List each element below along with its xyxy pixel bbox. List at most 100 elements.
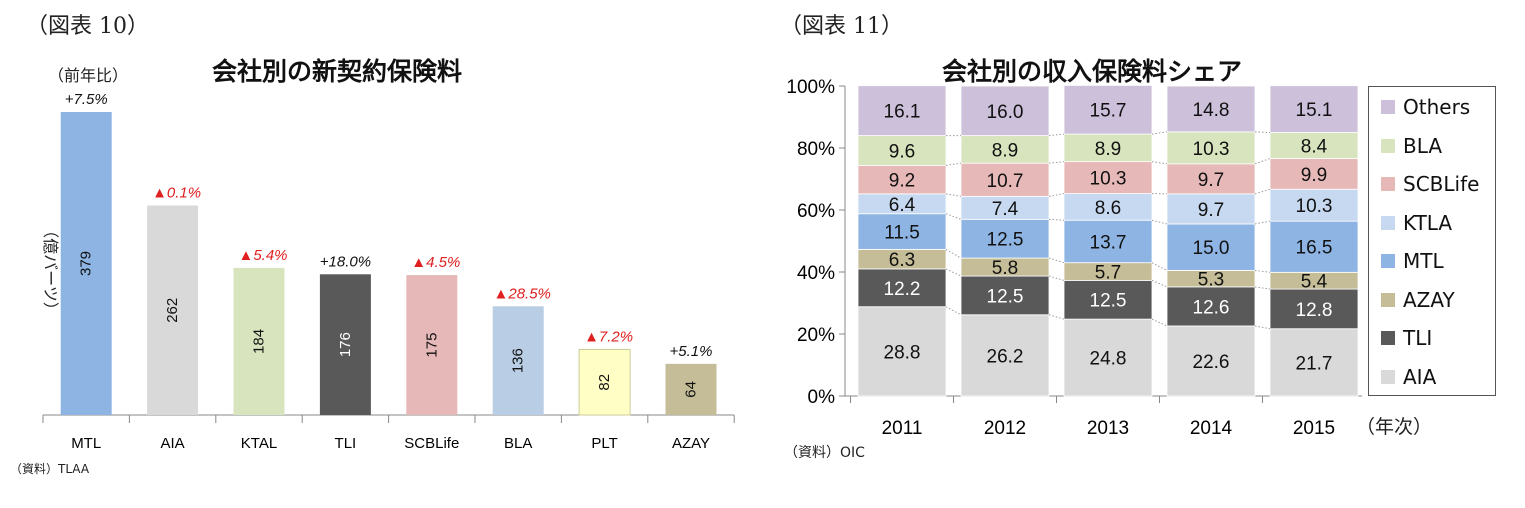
segment-mtl bbox=[1269, 220, 1359, 273]
segment-value-label: 16.0 bbox=[987, 102, 1024, 123]
segment-value-label: 9.9 bbox=[1301, 165, 1327, 186]
source-note-oic: （資料）OIC bbox=[784, 445, 865, 461]
growth-rate-label: +18.0% bbox=[320, 253, 371, 270]
segment-value-label: 7.4 bbox=[992, 199, 1019, 220]
segment-others bbox=[1166, 85, 1256, 133]
series-connector bbox=[945, 248, 962, 259]
growth-rate-label: +5.1% bbox=[670, 343, 713, 360]
legend-swatch bbox=[1381, 292, 1395, 307]
segment-value-label: 10.3 bbox=[1296, 196, 1333, 217]
legend-label: AZAY bbox=[1403, 287, 1455, 312]
segment-mtl bbox=[857, 213, 947, 250]
segment-value-label: 12.5 bbox=[987, 230, 1024, 251]
legend-swatch bbox=[1381, 254, 1395, 268]
y-tick-label: 40% bbox=[797, 263, 835, 284]
segment-value-label: 28.8 bbox=[884, 342, 921, 363]
segment-tli bbox=[1063, 279, 1153, 320]
x-tick-label: MTL bbox=[71, 435, 101, 452]
segment-value-label: 24.8 bbox=[1090, 349, 1127, 370]
segment-value-label: 12.8 bbox=[1296, 300, 1333, 321]
legend: Others BLA SCBLife KTLA MTL AZAY TLI AIA bbox=[1368, 86, 1496, 396]
series-connector bbox=[1151, 161, 1168, 165]
x-tick-label: BLA bbox=[504, 435, 532, 452]
bar-aia bbox=[147, 205, 199, 415]
series-connector bbox=[945, 193, 962, 197]
x-tick-label: KTAL bbox=[241, 435, 277, 452]
growth-rate-label: +7.5% bbox=[65, 91, 108, 108]
segment-value-label: 8.4 bbox=[1301, 137, 1328, 158]
segment-others bbox=[1269, 85, 1359, 133]
segment-others bbox=[857, 85, 947, 137]
legend-item-azay: AZAY bbox=[1381, 286, 1455, 314]
segment-scblife bbox=[1063, 161, 1153, 194]
bar-bla bbox=[492, 306, 544, 415]
series-connector bbox=[1048, 275, 1065, 281]
series-connector bbox=[1151, 262, 1168, 271]
segment-aia bbox=[857, 306, 947, 397]
segment-ktla bbox=[1269, 188, 1359, 222]
segment-value-label: 10.3 bbox=[1193, 139, 1230, 160]
y-tick-label: 0% bbox=[808, 387, 836, 408]
legend-swatch bbox=[1381, 177, 1395, 191]
series-connector bbox=[1151, 131, 1168, 135]
legend-label: TLI bbox=[1403, 326, 1433, 350]
legend-item-scblife: SCBLife bbox=[1381, 170, 1479, 198]
y-tick-label: 60% bbox=[797, 201, 835, 222]
segment-value-label: 12.2 bbox=[884, 279, 921, 300]
segment-value-label: 9.6 bbox=[889, 141, 915, 162]
growth-rate-label: ▲28.5% bbox=[494, 285, 551, 302]
segment-value-label: 26.2 bbox=[987, 346, 1024, 367]
series-connector bbox=[1254, 158, 1271, 165]
series-connector bbox=[945, 213, 962, 220]
bar-azay bbox=[665, 363, 717, 415]
x-tick-label: AZAY bbox=[672, 435, 710, 452]
series-connector bbox=[1254, 286, 1271, 290]
legend-label: MTL bbox=[1403, 249, 1444, 273]
segment-value-label: 5.8 bbox=[992, 258, 1018, 279]
chart-title-premium-share: 会社別の収入保険料シェア bbox=[942, 57, 1243, 86]
segment-bla bbox=[960, 135, 1050, 164]
y-tick-label: 20% bbox=[797, 325, 835, 346]
legend-swatch bbox=[1381, 331, 1395, 345]
series-connector bbox=[945, 306, 962, 316]
bar-value-label: 136 bbox=[510, 348, 527, 373]
x-tick-label: 2014 bbox=[1190, 418, 1233, 439]
growth-rate-label: ▲5.4% bbox=[238, 247, 287, 264]
series-connector bbox=[1048, 161, 1065, 164]
segment-value-label: 15.1 bbox=[1296, 100, 1333, 121]
segment-scblife bbox=[1269, 158, 1359, 190]
legend-item-tli: TLI bbox=[1381, 324, 1432, 352]
segment-value-label: 5.7 bbox=[1095, 263, 1121, 284]
growth-label: （前年比） bbox=[48, 66, 129, 85]
legend-label: SCBLife bbox=[1403, 172, 1480, 196]
figure-11-label: （図表 11） bbox=[780, 14, 903, 39]
segment-value-label: 8.6 bbox=[1095, 198, 1121, 219]
segment-aia bbox=[960, 314, 1050, 397]
x-tick-label: 2015 bbox=[1293, 418, 1335, 439]
chart-title-new-premiums: 会社別の新契約保険料 bbox=[212, 57, 463, 86]
segment-value-label: 12.5 bbox=[1090, 291, 1127, 312]
legend-label: AIA bbox=[1403, 364, 1437, 389]
segment-value-label: 15.0 bbox=[1193, 238, 1230, 259]
bar-mtl bbox=[60, 112, 112, 415]
segment-value-label: 10.7 bbox=[987, 171, 1024, 192]
segment-value-label: 8.9 bbox=[1095, 139, 1121, 160]
series-connector bbox=[1151, 318, 1168, 327]
segment-value-label: 15.7 bbox=[1090, 101, 1127, 122]
segment-aia bbox=[1166, 325, 1256, 397]
segment-value-label: 13.7 bbox=[1090, 232, 1127, 253]
series-connector bbox=[1254, 325, 1271, 330]
x-tick-label: 2011 bbox=[882, 418, 923, 439]
x-tick-label: TLI bbox=[335, 435, 357, 452]
bar-value-label: 379 bbox=[78, 251, 95, 276]
legend-item-ktla: KTLA bbox=[1381, 209, 1452, 237]
legend-swatch bbox=[1381, 369, 1395, 384]
source-note-tlaa: （資料）TLAA bbox=[10, 462, 90, 476]
segment-value-label: 14.8 bbox=[1193, 100, 1230, 121]
segment-tli bbox=[1166, 286, 1256, 327]
series-connector bbox=[1151, 279, 1168, 288]
x-axis-label-year: （年次） bbox=[1356, 416, 1433, 438]
series-connector bbox=[1254, 269, 1271, 273]
segment-value-label: 9.2 bbox=[889, 171, 915, 192]
series-connector bbox=[945, 268, 962, 277]
